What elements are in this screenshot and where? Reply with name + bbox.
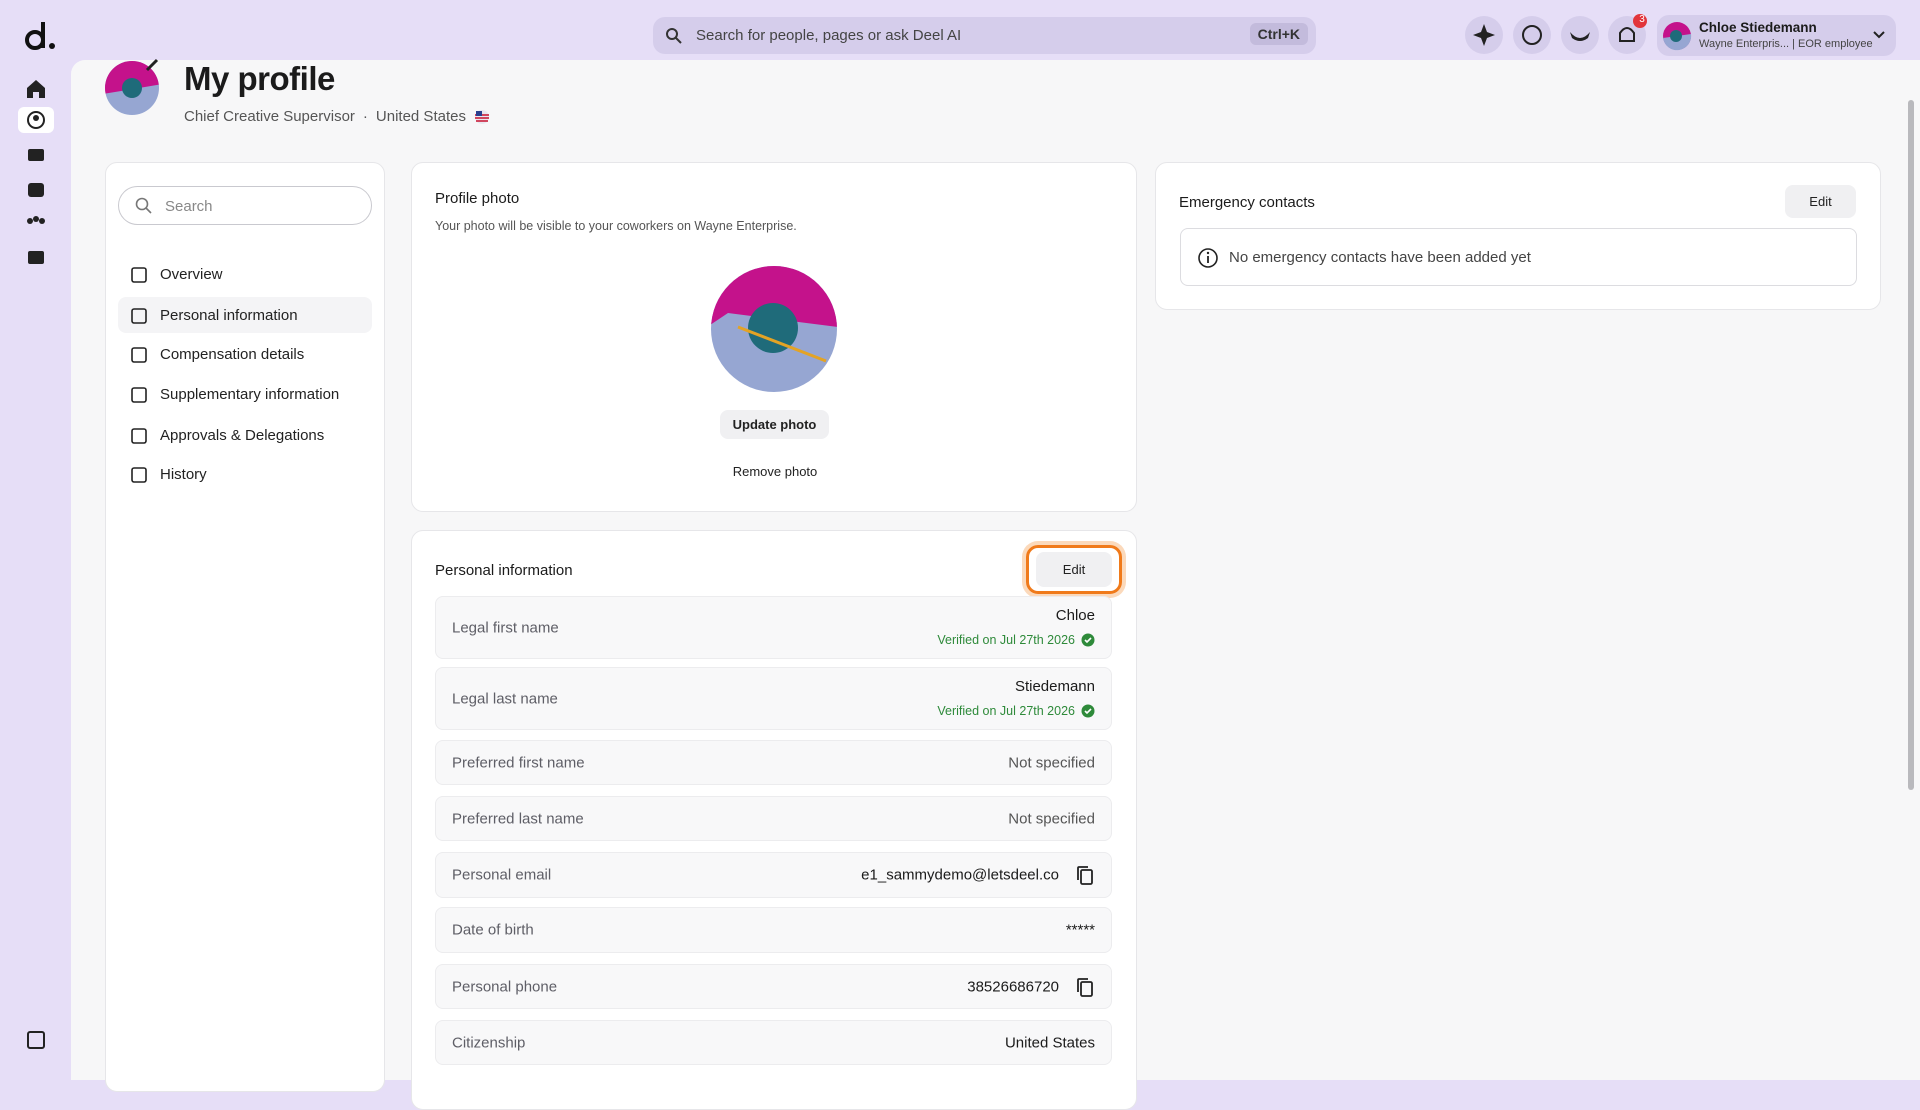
info-row: Legal last name Stiedemann Verified on Jul…: [435, 667, 1112, 730]
nav-item[interactable]: Personal information: [118, 297, 372, 333]
row-label: Preferred last name: [452, 810, 584, 827]
home-icon[interactable]: [27, 80, 45, 98]
info-row: Personal phone 38526686720: [435, 964, 1112, 1009]
info-row: Personal email e1_sammydemo@letsdeel.co: [435, 852, 1112, 898]
row-label: Personal email: [452, 866, 552, 884]
nav-icon: [131, 308, 147, 324]
scrollbar[interactable]: [1908, 100, 1914, 790]
team-icon[interactable]: [27, 218, 33, 224]
card-title: Emergency contacts: [1179, 194, 1315, 211]
update-photo-button[interactable]: Update photo: [720, 410, 829, 439]
nav-icon: [131, 267, 147, 283]
profile-avatar[interactable]: [103, 58, 163, 118]
row-value: Not specified: [1008, 754, 1095, 771]
row-label: Legal last name: [452, 690, 558, 707]
nav-search[interactable]: Search: [118, 186, 372, 225]
card-title: Profile photo: [435, 190, 520, 207]
row-label: Legal first name: [452, 619, 559, 636]
row-value: Stiedemann: [1014, 678, 1095, 695]
nav-label: Overview: [160, 265, 223, 283]
shortcut: Ctrl+K: [1249, 23, 1308, 45]
nav-search-placeholder: Search: [165, 198, 213, 215]
nav-item[interactable]: Supplementary information: [118, 376, 372, 412]
empty-state: No emergency contacts have been added ye…: [1180, 228, 1857, 286]
nav-label: Approvals & Delegations: [160, 426, 325, 444]
nav-icon: [131, 347, 147, 363]
row-value: e1_sammydemo@letsdeel.co: [861, 866, 1059, 884]
nav-item[interactable]: Overview: [118, 256, 372, 292]
nav-label: History: [160, 465, 207, 483]
verified-label: Verified on Jul 27th 2026: [937, 704, 1075, 718]
search-icon: [135, 197, 152, 214]
verified-icon: [1081, 633, 1095, 652]
flag-icon: [474, 109, 489, 124]
theme-button[interactable]: [1561, 16, 1599, 54]
row-label: Citizenship: [452, 1034, 526, 1051]
job-title: Chief Creative Supervisor: [184, 108, 355, 125]
search-placeholder: Search for people, pages or ask Deel AI: [696, 27, 962, 44]
verified-label: Verified on Jul 27th 2026: [937, 633, 1075, 647]
row-label: Personal phone: [452, 978, 558, 995]
card-description: Your photo will be visible to your cowor…: [435, 219, 797, 233]
nav-item[interactable]: Approvals & Delegations: [118, 417, 372, 453]
remove-photo-button[interactable]: Remove photo: [732, 464, 818, 479]
top-icons: [1465, 14, 1647, 54]
nav-icon: [131, 428, 147, 444]
edit-button[interactable]: Edit: [1785, 185, 1856, 218]
logo[interactable]: [24, 20, 58, 52]
info-row: Citizenship United States: [435, 1020, 1112, 1065]
emergency-card: Emergency contacts Edit No emergency con…: [1155, 162, 1881, 310]
work-icon[interactable]: [28, 149, 44, 161]
card-title: Personal information: [435, 562, 573, 579]
notification-count: 3: [1639, 14, 1645, 25]
nav-label: Supplementary information: [160, 385, 340, 403]
profile-icon[interactable]: [27, 111, 45, 129]
nav-label: Personal information: [160, 306, 298, 324]
page-title: My profile: [184, 60, 335, 97]
benefits-icon[interactable]: [28, 251, 44, 264]
nav-label: Compensation details: [160, 345, 305, 363]
verified-icon: [1081, 704, 1095, 723]
row-value: 38526686720: [967, 978, 1059, 995]
collapse-icon[interactable]: [27, 1031, 45, 1049]
row-value: Not specified: [1008, 810, 1095, 827]
nav-item[interactable]: History: [118, 456, 372, 492]
row-label: Preferred first name: [452, 754, 585, 771]
row-value: Chloe: [1055, 607, 1095, 624]
row-label: Date of birth: [452, 921, 534, 939]
pay-icon[interactable]: [28, 183, 44, 197]
copy-button[interactable]: [1075, 865, 1095, 892]
chevron: [1873, 31, 1885, 39]
page: {"header":{"search_placeholder":"Search …: [18, 14, 1920, 1110]
user-avatar: [1663, 22, 1692, 51]
user-subtitle: Wayne Enterpris... | EOR employee: [1699, 38, 1873, 50]
edit-button[interactable]: Edit: [1036, 552, 1112, 587]
row-value: *****: [1065, 921, 1095, 939]
nav-icon: [131, 387, 147, 403]
large-avatar: [711, 266, 837, 392]
global-search[interactable]: Search for people, pages or ask Deel AI …: [653, 17, 1316, 54]
focus-ring: [1026, 545, 1122, 594]
user-name: Chloe Stiedemann: [1699, 20, 1817, 35]
search-icon: [666, 28, 682, 44]
help-button[interactable]: [1513, 16, 1551, 54]
row-value: United States: [1004, 1034, 1095, 1051]
info-row: Date of birth *****: [435, 907, 1112, 953]
info-icon: [1198, 248, 1218, 268]
info-row: Preferred first name Not specified: [435, 740, 1112, 785]
info-row: Legal first name Chloe Verified on Jul 27t…: [435, 596, 1112, 659]
user-menu[interactable]: Chloe Stiedemann Wayne Enterpris... | EO…: [1657, 15, 1896, 56]
profile-photo-card: Profile photo Your photo will be visible…: [411, 162, 1137, 512]
nav-icon: [131, 467, 147, 483]
copy-button[interactable]: [1075, 977, 1095, 1004]
sidebar: [18, 80, 54, 1049]
info-row: Preferred last name Not specified: [435, 796, 1112, 841]
nav-item[interactable]: Compensation details: [118, 336, 372, 372]
separator: ·: [362, 108, 368, 125]
profile-subtitle: Chief Creative Supervisor · United States: [184, 108, 490, 125]
empty-message: No emergency contacts have been added ye…: [1229, 249, 1531, 266]
country: United States: [375, 108, 466, 125]
